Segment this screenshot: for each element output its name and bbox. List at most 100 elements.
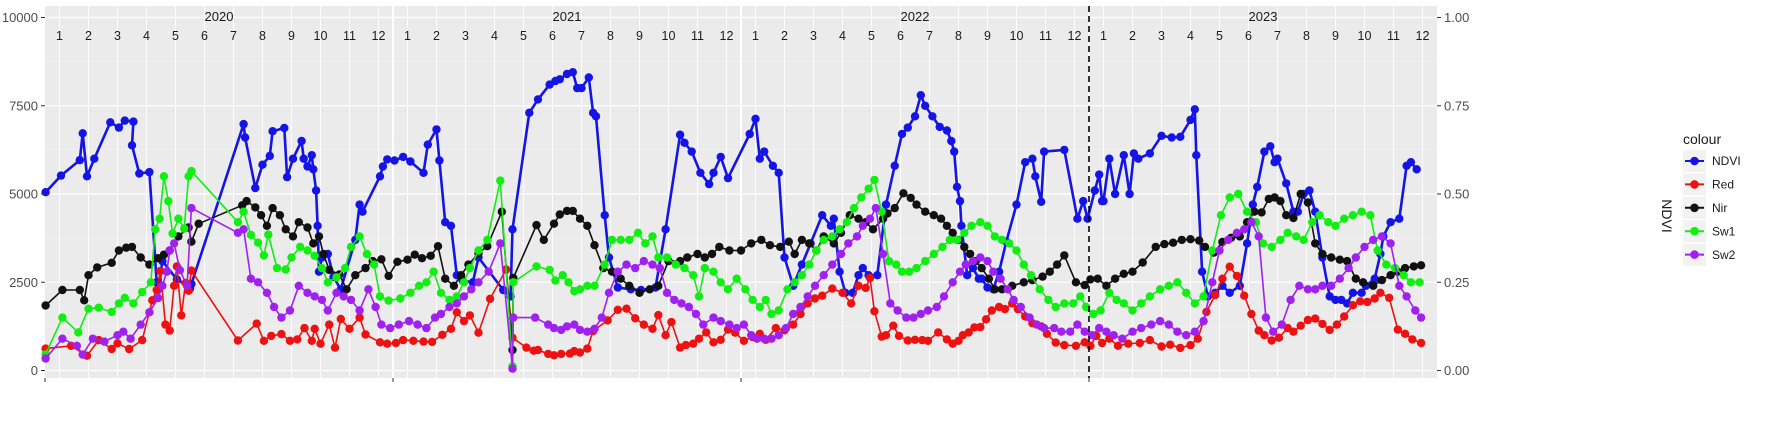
data-point-sw1 — [912, 263, 921, 273]
month-label: 3 — [114, 29, 121, 43]
data-point-red — [575, 348, 585, 357]
data-point-nir — [1195, 236, 1204, 245]
data-point-sw2 — [1240, 225, 1249, 234]
data-point-red — [459, 316, 469, 326]
data-point-ndvi — [307, 151, 316, 160]
data-point-sw2 — [317, 295, 327, 305]
data-point-nir — [275, 211, 285, 220]
data-point-nir — [1335, 255, 1345, 264]
data-point-ndvi — [1192, 151, 1201, 160]
data-point-nir — [314, 232, 324, 241]
data-point-sw1 — [689, 271, 698, 280]
data-point-sw2 — [467, 285, 476, 294]
data-point-nir — [449, 281, 459, 290]
data-point-sw1 — [864, 184, 873, 193]
data-point-nir — [325, 265, 334, 275]
data-point-ndvi — [82, 172, 92, 181]
data-point-red — [522, 343, 531, 352]
data-point-sw2 — [385, 323, 395, 333]
data-point-red — [398, 335, 408, 345]
data-point-nir — [41, 301, 50, 310]
data-point-nir — [757, 235, 766, 245]
data-point-ndvi — [854, 271, 863, 280]
data-point-sw2 — [939, 292, 949, 301]
data-point-sw1 — [1283, 228, 1292, 237]
data-point-sw1 — [583, 281, 592, 290]
data-point-ndvi — [280, 123, 289, 133]
data-point-sw2 — [902, 313, 911, 322]
data-point-sw1 — [1399, 271, 1408, 280]
data-point-red — [138, 335, 147, 345]
data-point-red — [847, 299, 856, 308]
data-point-red — [981, 315, 991, 324]
y-right-tick-label: 0.75 — [1444, 98, 1469, 113]
data-point-sw2 — [246, 274, 256, 283]
data-point-sw1 — [857, 193, 866, 202]
y-right-tick-label: 0.50 — [1444, 187, 1469, 202]
right-axis-title: NDVI — [1659, 199, 1675, 232]
data-point-ndvi — [1028, 154, 1037, 163]
data-point-sw1 — [159, 172, 169, 181]
data-point-sw2 — [1016, 302, 1025, 312]
data-point-sw1 — [114, 299, 124, 308]
legend-key-point — [1690, 180, 1699, 189]
data-point-sw1 — [174, 214, 183, 223]
data-point-nir — [1177, 235, 1187, 245]
data-point-sw2 — [377, 320, 386, 329]
data-point-sw2 — [613, 267, 622, 276]
data-point-sw1 — [246, 230, 256, 240]
data-point-red — [391, 338, 401, 348]
data-point-sw2 — [955, 267, 965, 276]
data-point-nir — [1110, 274, 1120, 283]
data-point-red — [934, 328, 943, 337]
data-point-ndvi — [897, 129, 907, 139]
data-point-sw2 — [1318, 281, 1327, 290]
data-point-sw2 — [1109, 331, 1118, 340]
y-left-tick-label: 2500 — [9, 275, 38, 290]
data-point-sw2 — [339, 292, 348, 301]
data-point-sw1 — [849, 203, 859, 213]
legend-title: colour — [1683, 131, 1721, 147]
data-point-ndvi — [955, 196, 965, 206]
data-point-red — [689, 339, 698, 348]
data-point-sw2 — [575, 325, 585, 335]
data-point-red — [285, 336, 295, 345]
data-point-ndvi — [903, 123, 912, 132]
data-point-nir — [532, 220, 541, 230]
data-point-sw2 — [158, 281, 167, 290]
data-point-sw1 — [259, 251, 269, 260]
data-point-sw1 — [590, 281, 599, 290]
data-point-nir — [1168, 238, 1178, 247]
data-point-nir — [417, 254, 427, 263]
series-line-red — [45, 265, 1422, 357]
month-label: 12 — [720, 29, 734, 43]
data-point-nir — [256, 211, 266, 220]
month-label: 6 — [1245, 29, 1252, 43]
data-point-sw2 — [459, 292, 469, 301]
data-point-sw2 — [1295, 281, 1304, 290]
month-label: 10 — [1358, 29, 1372, 43]
data-point-sw2 — [865, 214, 875, 223]
data-point-sw2 — [1277, 320, 1287, 329]
data-point-sw2 — [1190, 327, 1200, 336]
data-point-red — [1400, 329, 1410, 338]
data-point-sw1 — [1331, 221, 1340, 230]
data-point-ndvi — [1370, 274, 1379, 283]
data-point-red — [1086, 341, 1095, 350]
data-point-ndvi — [114, 123, 124, 132]
data-point-red — [818, 291, 827, 300]
data-point-nir — [635, 288, 644, 297]
data-point-ndvi — [120, 116, 129, 125]
data-point-nir — [393, 257, 402, 266]
data-point-red — [583, 344, 592, 353]
month-label: 1 — [752, 29, 759, 43]
data-point-sw2 — [1182, 331, 1191, 340]
data-point-sw1 — [1164, 281, 1174, 290]
data-point-sw1 — [84, 304, 93, 313]
data-point-sw2 — [1303, 285, 1313, 294]
data-point-sw1 — [641, 239, 650, 248]
data-point-ndvi — [977, 274, 986, 283]
data-point-sw1 — [272, 263, 282, 273]
